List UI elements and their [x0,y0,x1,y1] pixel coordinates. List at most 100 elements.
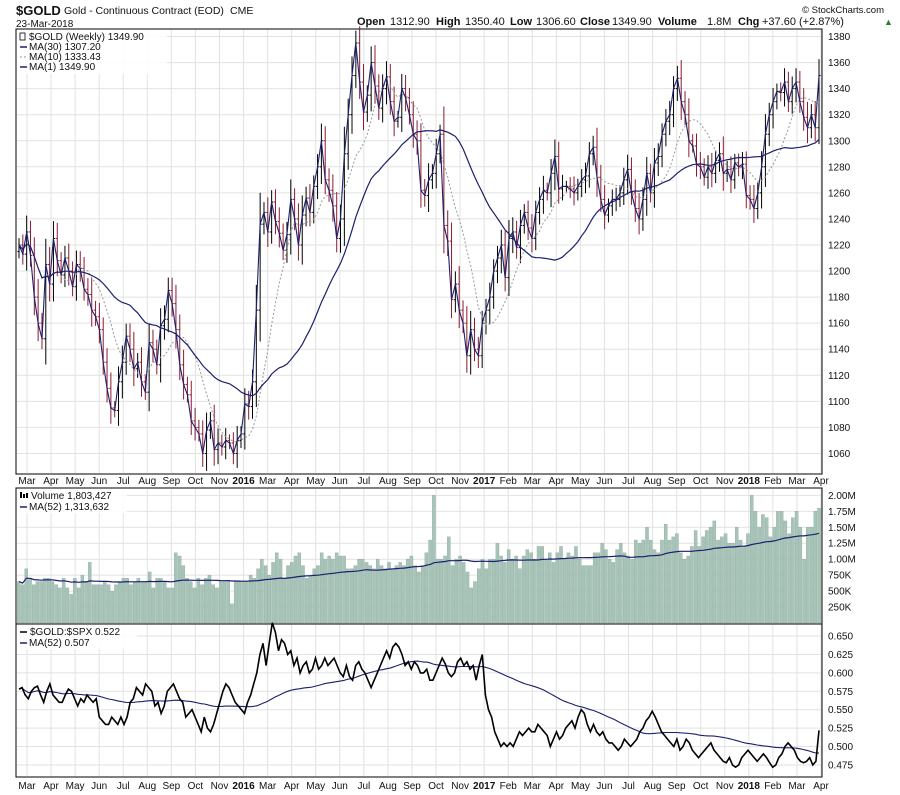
x-axis-tick-label: Nov [211,476,229,487]
chart-symbol: $GOLD [16,3,61,18]
volume-bar [533,559,537,624]
volume-bar [245,581,249,624]
volume-bar [521,555,526,624]
price-bar [281,223,285,261]
x-axis-tick-label: Apr [549,781,565,792]
ratio-y-tick-label: 0.575 [828,687,853,698]
close-label: Close [580,16,610,28]
price-bar [633,179,637,222]
volume-bar [611,562,616,624]
volume-bar [192,587,197,624]
x-axis-tick-label: May [306,781,325,792]
volume-bar [260,559,264,624]
volume-bar [637,543,642,624]
volume-bar [514,555,518,624]
volume-bar [357,559,361,624]
volume-bar [110,590,114,624]
volume-legend-icon-bar3 [26,493,28,498]
price-bar [109,372,113,424]
price-legend: $GOLD (Weekly) 1349.90 MA(30) 1307.20 MA… [17,30,167,74]
x-axis-tick-label: 2016 [232,476,255,487]
volume-bar [159,578,163,624]
price-bar [166,277,170,333]
x-axis-tick-label: Mar [259,476,277,487]
price-bar [235,425,239,468]
up-arrow-icon: ▲ [884,17,893,27]
volume-bar [686,555,690,624]
volume-bar [783,520,788,624]
volume-bar [132,581,137,624]
volume-bar [278,559,283,624]
x-axis-tick-label: Oct [428,476,444,487]
price-bar [449,222,454,319]
volume-bar [54,584,58,624]
volume-bar [346,568,350,624]
price-y-tick-label: 1200 [828,267,851,278]
volume-bar [80,574,85,624]
volume-bar [222,581,227,624]
price-bar [706,155,710,189]
volume-bar [218,581,223,624]
volume-bar [383,568,387,624]
price-y-tick-label: 1320 [828,110,851,121]
volume-bar [35,581,40,624]
volume-bar [753,511,758,624]
volume-bar [391,568,395,624]
volume-ma52-line [18,532,820,584]
volume-bar [319,552,324,624]
volume-bar [619,543,623,624]
x-axis-tick-label: Sep [403,781,421,792]
price-y-tick-label: 1120 [828,371,850,382]
ratio-y-tick-label: 0.625 [828,650,853,661]
volume-y-tick-label: 250K [828,603,852,614]
volume-bar [84,581,88,624]
volume-bar [99,584,103,624]
x-axis-tick-label: Aug [379,476,397,487]
price-bar [147,323,151,412]
volume-bar [746,533,750,624]
price-bar [36,279,40,342]
volume-bar [301,565,305,624]
price-bar [694,133,699,177]
price-bar [465,306,469,373]
volume-bar [551,562,556,624]
price-bar [224,428,228,460]
volume-bar [577,559,582,624]
price-y-tick-label: 1380 [828,32,851,43]
volume-bar [525,549,530,624]
ratio-ma-legend-label: MA(52) 0.507 [29,638,90,649]
x-axis-tick-label: Nov [451,781,469,792]
volume-bar [290,562,294,624]
axis-labels: Mar Mar Apr Apr May May Jun Jun Jul Jul Aug Aug Sep S… [18,32,855,792]
volume-bar [768,536,773,624]
price-bar [737,153,741,177]
ratio-y-tick-label: 0.600 [828,668,853,679]
volume-bar [641,539,645,624]
volume-bar [761,514,765,624]
price-y-tick-label: 1300 [828,136,851,147]
volume-bar [428,539,432,624]
volume-bar [185,578,189,624]
volume-bar [308,574,313,624]
price-bar [204,412,209,471]
price-bar [55,222,59,277]
x-axis-tick-label: Mar [788,476,806,487]
price-bar [132,331,136,387]
price-bar [277,207,281,248]
volume-bar [267,574,272,624]
price-bar [181,349,186,400]
price-bar [90,277,94,327]
low-value: 1306.60 [536,16,576,28]
price-bar [771,87,775,129]
volume-bar [634,539,638,624]
volume-label: Volume [658,16,697,28]
x-axis-tick-label: Nov [451,476,469,487]
price-bar [151,329,155,363]
volume-bar [136,578,141,624]
series-lines [18,42,820,769]
price-y-tick-label: 1080 [828,423,851,434]
x-axis-tick-label: Oct [693,476,709,487]
price-bar [687,98,691,158]
ma10-line [18,82,820,443]
price-legend-title: $GOLD (Weekly) 1349.90 [29,32,144,43]
